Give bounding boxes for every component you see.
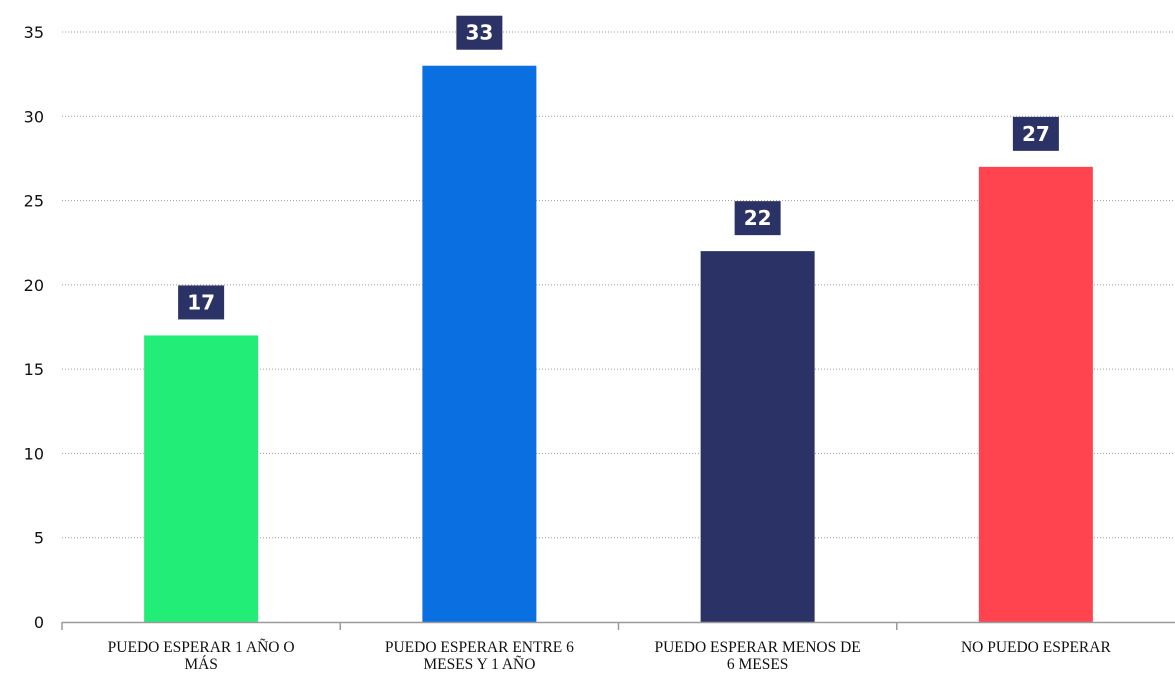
data-label-box-0	[178, 285, 225, 320]
y-tick-label-7: 35	[24, 23, 44, 42]
data-label-0: 17	[187, 290, 215, 314]
x-tick-label-3: NO PUEDO ESPERAR	[961, 639, 1112, 656]
bar-0	[144, 335, 259, 622]
y-tick-label-6: 30	[24, 107, 44, 126]
data-label-3: 27	[1022, 122, 1050, 146]
data-label-1: 33	[465, 21, 493, 45]
data-labels: 17 33 22 27	[178, 15, 1059, 320]
y-tick-label-4: 20	[24, 276, 44, 295]
bars	[144, 65, 1093, 622]
bar-2	[700, 251, 815, 622]
y-tick-label-1: 5	[34, 529, 44, 548]
y-tick-label-3: 15	[24, 360, 44, 379]
x-axis: PUEDO ESPERAR 1 AÑO O MÁS PUEDO ESPERAR EN…	[61, 621, 1175, 673]
bar-3	[978, 166, 1093, 622]
bar-1	[422, 65, 537, 622]
y-axis: 0 5 10 15 20 25 30 35	[24, 23, 44, 632]
x-tick-label-2: PUEDO ESPERAR MENOS DE 6 MESES	[654, 639, 860, 673]
y-tick-label-0: 0	[34, 613, 44, 632]
data-label-box-3	[1012, 116, 1059, 151]
data-label-2: 22	[744, 206, 772, 230]
x-tick-label-1: PUEDO ESPERAR ENTRE 6 MESES Y 1 AÑO	[385, 639, 574, 673]
y-tick-label-2: 10	[24, 444, 44, 463]
data-label-box-2	[734, 201, 781, 236]
data-label-box-1	[456, 15, 503, 50]
x-tick-label-0: PUEDO ESPERAR 1 AÑO O MÁS	[108, 639, 295, 673]
y-tick-label-5: 25	[24, 192, 44, 211]
